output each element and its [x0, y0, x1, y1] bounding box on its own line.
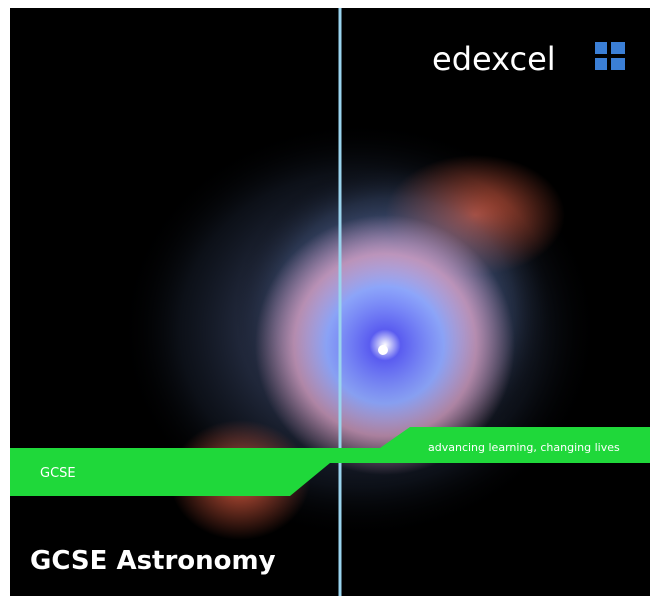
logo-text: edexcel: [432, 40, 556, 78]
tagline: advancing learning, changing lives: [428, 441, 620, 454]
band-label: GCSE: [40, 466, 76, 481]
cover: edexcel advancing learning, changing liv…: [0, 0, 660, 596]
title: GCSE Astronomy: [30, 546, 276, 576]
